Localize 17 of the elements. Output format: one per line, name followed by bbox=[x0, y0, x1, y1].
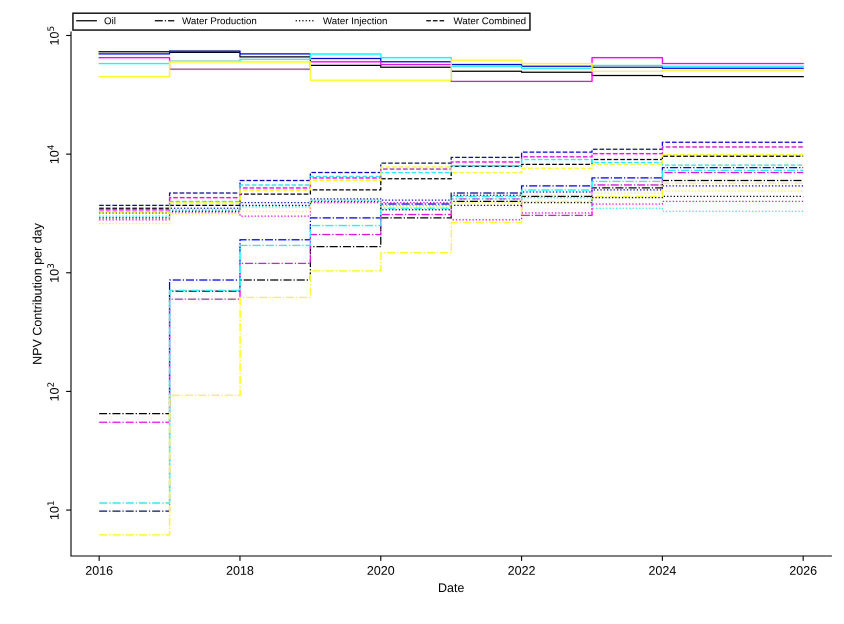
y-tick-label: 10$^{1}$ bbox=[47, 501, 59, 520]
y-tick-label: 10$^{3}$ bbox=[47, 264, 59, 282]
legend-label: Water Combined bbox=[454, 17, 526, 24]
y-tick-label: 10$^{5}$ bbox=[47, 26, 59, 45]
x-tick-label: 2022 bbox=[508, 566, 535, 575]
legend-label: Water Injection bbox=[322, 17, 387, 26]
x-axis-title: Date bbox=[438, 583, 464, 592]
x-tick-label: 2020 bbox=[367, 566, 394, 575]
y-tick-label: 10$^{2}$ bbox=[47, 382, 59, 400]
x-tick-label: 2026 bbox=[790, 566, 817, 575]
y-tick-label: 10$^{4}$ bbox=[47, 145, 59, 164]
x-tick-label: 2016 bbox=[86, 566, 113, 575]
x-tick-label: 2024 bbox=[649, 566, 676, 575]
legend-label: Water Production bbox=[182, 17, 256, 24]
y-axis-title: NPV Contribution per day bbox=[32, 223, 44, 364]
legend-label: Oil bbox=[104, 17, 116, 24]
x-tick-label: 2018 bbox=[226, 566, 254, 575]
